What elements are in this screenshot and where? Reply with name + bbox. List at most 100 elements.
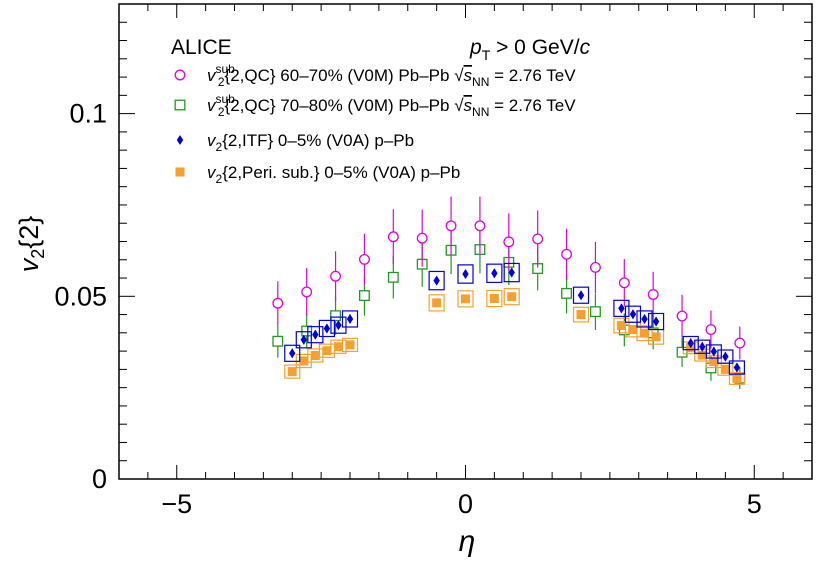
y-tick-label: 0.05 — [54, 281, 107, 311]
data-point — [330, 310, 342, 322]
syst-box — [307, 348, 324, 363]
syst-box — [284, 344, 301, 362]
legend-label: vsub 2{2,QC} 70–80% (V0M) Pb–Pb √sNN = 2.… — [207, 92, 576, 119]
data-point — [346, 313, 354, 324]
data-point — [589, 306, 601, 318]
data-point — [272, 335, 284, 347]
data-point — [733, 362, 741, 373]
syst-box — [341, 310, 359, 328]
x-axis-title: η — [459, 525, 476, 558]
y-tick-label: 0.1 — [69, 99, 107, 129]
data-point — [705, 324, 717, 336]
data-point — [507, 292, 517, 302]
data-point — [710, 346, 718, 357]
data-point — [561, 248, 573, 260]
data-point — [697, 350, 707, 360]
data-point — [618, 277, 630, 289]
data-point — [641, 313, 648, 324]
data-point — [720, 364, 730, 374]
data-point — [387, 271, 399, 283]
data-point — [640, 328, 650, 338]
data-point — [287, 367, 297, 377]
data-point — [508, 267, 515, 278]
data-point — [358, 290, 370, 302]
data-point — [301, 286, 313, 298]
data-point — [629, 309, 637, 320]
data-point — [676, 310, 688, 322]
syst-box — [503, 262, 520, 283]
y-axis-title: v2{2} — [14, 216, 48, 273]
legend-label: vsub 2{2,QC} 60–70% (V0M) Pb–Pb √sNN = 2.… — [207, 62, 576, 89]
legend-label: v2{2,ITF} 0–5% (V0A) p–Pb — [207, 131, 414, 154]
data-point — [335, 320, 342, 331]
data-point — [333, 342, 343, 352]
data-point — [323, 323, 331, 334]
syst-box — [318, 319, 335, 338]
syst-box — [705, 344, 722, 359]
data-point — [687, 338, 694, 349]
data-point — [628, 325, 638, 335]
kinematic-label: pT > 0 GeV/c — [469, 36, 591, 63]
data-point — [722, 351, 729, 362]
legend-marker — [174, 99, 186, 111]
syst-box — [486, 289, 503, 308]
data-point — [300, 334, 307, 345]
data-point — [310, 351, 320, 360]
syst-box — [428, 294, 445, 312]
syst-box — [728, 360, 746, 375]
syst-box — [694, 339, 711, 354]
data-point — [445, 220, 457, 232]
syst-box — [717, 349, 734, 364]
experiment-label: ALICE — [171, 36, 232, 59]
data-point — [299, 356, 309, 366]
data-point — [576, 310, 586, 320]
data-point — [301, 325, 313, 337]
data-point — [652, 316, 660, 327]
syst-box — [728, 372, 746, 385]
data-point — [322, 346, 332, 356]
data-point — [345, 340, 355, 350]
data-point — [616, 321, 626, 331]
syst-box — [572, 306, 590, 323]
data-point — [651, 332, 661, 342]
data-point — [433, 275, 440, 286]
legend: vsub 2{2,QC} 60–70% (V0M) Pb–Pb √sNN = 2.… — [174, 62, 576, 186]
data-point — [416, 232, 428, 244]
data-point — [699, 341, 706, 352]
data-point — [618, 303, 625, 314]
data-point — [330, 270, 342, 282]
data-point — [474, 220, 486, 232]
syst-box — [613, 299, 630, 318]
series-4 — [284, 288, 746, 385]
data-point — [532, 233, 544, 245]
data-point — [561, 287, 573, 299]
syst-box — [457, 264, 474, 284]
syst-box — [341, 337, 359, 353]
axis-ticks — [118, 3, 813, 480]
syst-box — [330, 316, 347, 334]
data-point — [676, 346, 688, 358]
series-3 — [284, 262, 746, 375]
data-point — [358, 253, 370, 265]
data-point — [432, 298, 442, 308]
syst-box — [636, 310, 653, 328]
x-tick-label: 0 — [458, 489, 473, 519]
syst-box — [428, 270, 445, 291]
syst-box — [295, 331, 312, 349]
data-point — [491, 268, 498, 279]
syst-box — [284, 364, 301, 379]
x-tick-label: −5 — [161, 489, 192, 519]
data-point — [387, 231, 399, 243]
syst-box — [682, 335, 699, 351]
syst-box — [503, 288, 520, 306]
data-point — [312, 329, 319, 340]
data-point — [272, 297, 284, 309]
data-point — [289, 348, 296, 359]
data-point — [577, 290, 585, 301]
data-point — [647, 289, 659, 300]
data-point — [589, 261, 601, 273]
data-point — [489, 294, 499, 303]
data-point — [732, 374, 742, 384]
legend-marker — [175, 167, 185, 177]
data-point — [461, 294, 470, 304]
